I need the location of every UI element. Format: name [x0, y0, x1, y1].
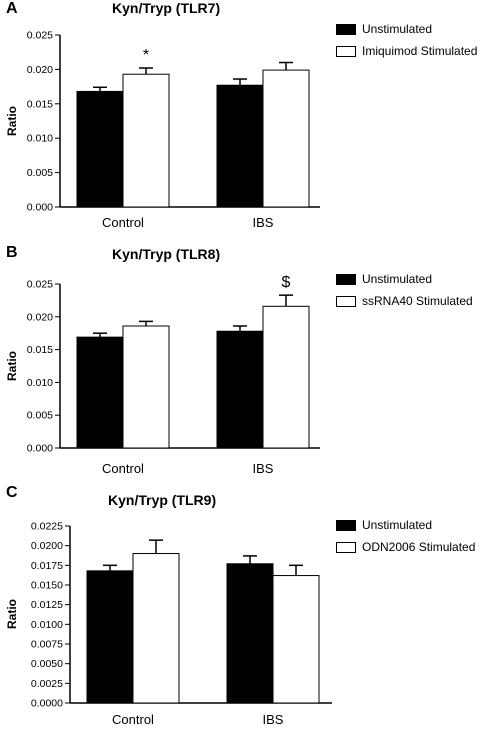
significance-marker: $ — [282, 274, 291, 291]
y-tick-label: 0.0025 — [31, 678, 63, 690]
legend-label: Imiquimod Stimulated — [362, 44, 478, 58]
y-tick-label: 0.000 — [27, 202, 53, 214]
legend-swatch-stimulated — [336, 541, 356, 553]
y-tick-label: 0.0000 — [31, 698, 63, 710]
legend-item-stimulated: ssRNA40 Stimulated — [336, 290, 473, 312]
chart-a: 0.000 0.005 0.010 0.015 0.020 0.025 Ratio Contr… — [5, 30, 320, 230]
bar — [262, 305, 310, 449]
y-axis-label: Ratio — [5, 106, 19, 136]
bar — [262, 69, 310, 208]
chart-title: Kyn/Tryp (TLR9) — [108, 492, 217, 508]
panel-label: A — [6, 0, 18, 17]
y-tick-label: 0.0050 — [31, 658, 63, 670]
bar — [122, 73, 170, 208]
bar — [226, 563, 274, 704]
legend-label: Unstimulated — [362, 22, 433, 36]
panel-b: B Kyn/Tryp (TLR8) 0.000 0.005 0.010 0.015 0.… — [0, 244, 498, 484]
bar — [122, 325, 170, 449]
y-tick-label: 0.0225 — [31, 521, 63, 533]
chart-c: 0.0000 0.0025 0.0050 0.0075 0.0100 0.0125 0.01… — [5, 521, 332, 727]
legend-item-stimulated: Imiquimod Stimulated — [336, 40, 477, 62]
panel-a: A Kyn/Tryp (TLR7) 0.000 0.005 0.010 0.015 0.… — [0, 0, 498, 240]
y-axis-label: Ratio — [5, 351, 19, 381]
panel-c: C Kyn/Tryp (TLR9) 0.0000 0.0025 0.0050 0.00… — [0, 484, 498, 734]
legend-label: ODN2006 Stimulated — [362, 540, 476, 554]
y-tick-label: 0.0150 — [31, 580, 63, 592]
bar — [132, 553, 180, 704]
bar — [216, 84, 264, 208]
x-tick-label: IBS — [253, 215, 274, 230]
chart-title: Kyn/Tryp (TLR7) — [112, 0, 221, 16]
y-tick-label: 0.0125 — [31, 599, 63, 611]
x-tick-label: Control — [112, 712, 154, 727]
y-axis-label: Ratio — [5, 599, 19, 629]
bar — [76, 90, 124, 208]
bar — [272, 575, 320, 704]
legend-swatch-unstimulated — [336, 519, 356, 531]
y-tick-label: 0.025 — [27, 279, 53, 291]
legend-label: ssRNA40 Stimulated — [362, 294, 473, 308]
x-tick-label: IBS — [263, 712, 284, 727]
legend-label: Unstimulated — [362, 272, 433, 286]
legend-item-unstimulated: Unstimulated — [336, 268, 473, 290]
y-tick-label: 0.010 — [27, 377, 53, 389]
y-tick-label: 0.015 — [27, 98, 53, 110]
legend-item-unstimulated: Unstimulated — [336, 514, 475, 536]
y-tick-label: 0.0075 — [31, 639, 63, 651]
legend-swatch-stimulated — [336, 45, 356, 57]
legend-item-stimulated: ODN2006 Stimulated — [336, 536, 475, 558]
legend-swatch-stimulated — [336, 295, 356, 307]
legend: Unstimulated ssRNA40 Stimulated — [336, 268, 473, 312]
legend-swatch-unstimulated — [336, 273, 356, 285]
y-tick-label: 0.0200 — [31, 540, 63, 552]
chart-b: 0.000 0.005 0.010 0.015 0.020 0.025 Ratio Contr… — [5, 274, 320, 476]
y-tick-label: 0.0100 — [31, 619, 63, 631]
x-tick-label: Control — [102, 461, 144, 476]
bar — [216, 330, 264, 449]
y-tick-label: 0.010 — [27, 133, 53, 145]
y-tick-label: 0.005 — [27, 167, 53, 179]
y-tick-label: 0.015 — [27, 344, 53, 356]
bar — [86, 570, 134, 704]
panel-label: C — [6, 484, 18, 501]
x-tick-label: Control — [102, 215, 144, 230]
legend-label: Unstimulated — [362, 518, 433, 532]
legend-item-unstimulated: Unstimulated — [336, 18, 477, 40]
bar — [76, 336, 124, 449]
y-tick-label: 0.000 — [27, 443, 53, 455]
y-tick-label: 0.020 — [27, 64, 53, 76]
chart-title: Kyn/Tryp (TLR8) — [112, 246, 221, 262]
y-tick-label: 0.0175 — [31, 560, 63, 572]
x-tick-label: IBS — [253, 461, 274, 476]
legend: Unstimulated Imiquimod Stimulated — [336, 18, 477, 62]
significance-marker: * — [143, 47, 149, 64]
legend-swatch-unstimulated — [336, 23, 356, 35]
y-tick-label: 0.020 — [27, 311, 53, 323]
legend: Unstimulated ODN2006 Stimulated — [336, 514, 475, 558]
panel-label: B — [6, 244, 18, 261]
y-tick-label: 0.025 — [27, 30, 53, 42]
y-tick-label: 0.005 — [27, 410, 53, 422]
